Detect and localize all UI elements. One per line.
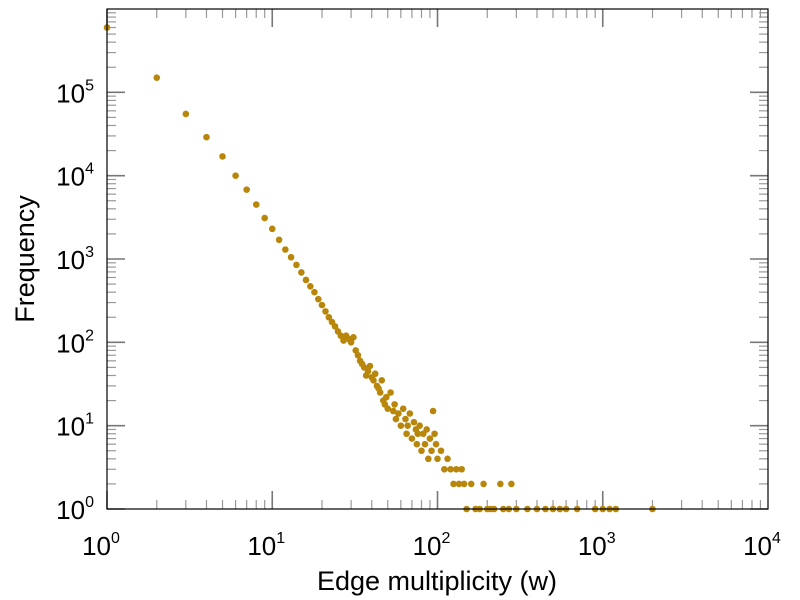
data-point	[480, 480, 487, 488]
y-tick-label: 100	[56, 494, 94, 525]
x-tick-label: 100	[82, 530, 120, 561]
data-point	[243, 186, 250, 193]
data-point	[423, 426, 430, 433]
x-tick-label: 104	[743, 530, 781, 561]
data-point	[467, 480, 475, 488]
data-point	[413, 440, 421, 448]
y-tick-label: 105	[56, 77, 94, 108]
data-point	[293, 261, 300, 269]
data-point	[376, 389, 384, 396]
data-point	[318, 301, 326, 309]
data-point	[384, 405, 392, 412]
data-point	[252, 201, 260, 208]
data-point	[437, 447, 445, 455]
data-point	[458, 465, 465, 473]
data-point	[387, 389, 394, 396]
y-tick-label: 102	[56, 327, 94, 358]
data-point	[370, 377, 377, 384]
data-point	[347, 339, 355, 346]
data-point	[410, 418, 418, 426]
data-point	[460, 480, 468, 488]
data-point	[331, 323, 339, 330]
data-point	[340, 337, 347, 344]
data-point	[425, 455, 432, 463]
data-point	[391, 401, 398, 408]
data-point	[402, 415, 409, 423]
data-point	[429, 407, 437, 415]
data-point	[364, 367, 372, 375]
data-point	[389, 407, 397, 415]
data-point	[455, 480, 463, 488]
data-point	[219, 153, 226, 160]
data-point	[404, 422, 411, 429]
axis-ticks	[106, 9, 768, 510]
data-point	[408, 435, 416, 442]
y-axis-title: Frequency	[10, 195, 40, 323]
data-point	[421, 440, 429, 448]
data-points	[103, 24, 656, 513]
data-point	[383, 393, 390, 401]
data-point	[428, 447, 435, 455]
data-point	[453, 465, 460, 473]
data-point	[315, 295, 322, 303]
data-point	[406, 410, 414, 417]
data-point	[322, 308, 329, 315]
data-point	[354, 351, 362, 359]
data-point	[508, 480, 515, 488]
x-tick-label: 101	[247, 530, 285, 561]
data-point	[366, 362, 374, 370]
data-point	[153, 74, 161, 81]
x-tick-label: 103	[578, 530, 616, 561]
data-point	[444, 455, 451, 463]
data-point	[395, 410, 402, 417]
data-point	[441, 465, 448, 473]
data-point	[418, 447, 425, 455]
data-point	[337, 332, 345, 340]
data-point	[432, 440, 440, 448]
data-point	[203, 133, 210, 141]
data-point	[392, 415, 400, 423]
data-point	[282, 246, 289, 253]
data-point	[232, 172, 239, 179]
data-point	[414, 430, 422, 438]
plot-frame	[106, 8, 769, 510]
data-point	[182, 110, 190, 118]
data-point	[426, 435, 434, 442]
data-point	[298, 269, 305, 276]
tick-labels: 100 101 102 103 104 100 101 102 103 104 105	[56, 77, 781, 561]
data-point	[447, 465, 454, 473]
data-point	[311, 288, 318, 296]
y-tick-label: 104	[56, 161, 94, 192]
data-point	[268, 225, 276, 233]
data-point	[261, 214, 268, 222]
data-point	[403, 430, 410, 438]
data-point	[287, 253, 295, 261]
data-point	[431, 430, 438, 438]
data-point	[397, 422, 405, 429]
data-point	[307, 283, 314, 290]
y-tick-label: 101	[56, 411, 94, 442]
data-point	[378, 377, 386, 384]
data-point	[399, 405, 407, 412]
x-axis-title: Edge multiplicity (w)	[317, 566, 557, 596]
data-point	[497, 480, 504, 488]
data-point	[416, 422, 423, 429]
data-point	[302, 276, 310, 284]
y-tick-label: 103	[56, 244, 94, 275]
data-point	[275, 236, 283, 244]
data-point	[450, 480, 457, 488]
data-point	[371, 370, 379, 378]
data-point	[325, 313, 333, 321]
data-point	[434, 455, 441, 463]
x-tick-label: 102	[413, 530, 451, 561]
data-point	[350, 333, 357, 341]
